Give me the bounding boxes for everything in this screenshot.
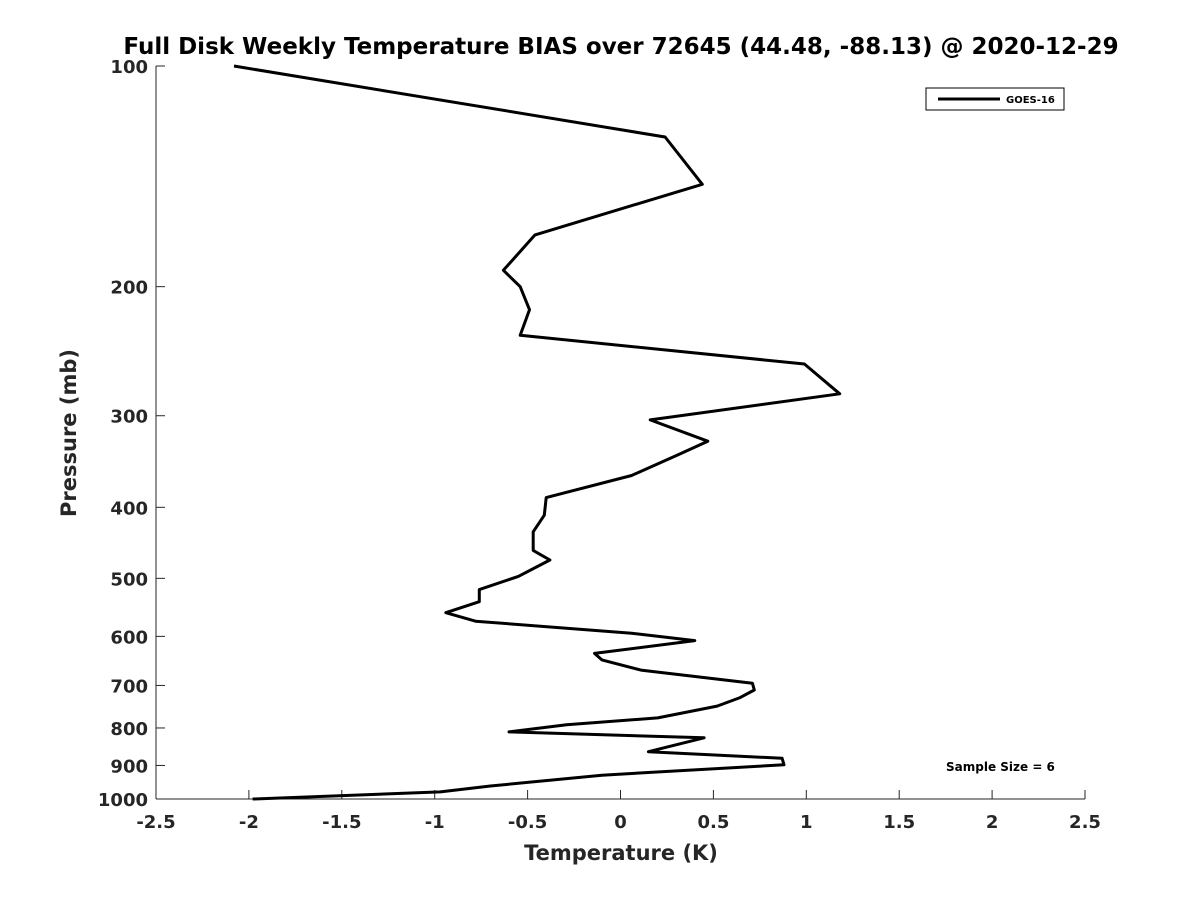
x-axis-ticks: -2.5 -2 -1.5 -1 -0.5 0 0.5 1 1.5 2 2.5 bbox=[136, 790, 1101, 833]
chart-title: Full Disk Weekly Temperature BIAS over 7… bbox=[123, 34, 1118, 60]
x-tick-label: 2.5 bbox=[1069, 812, 1101, 833]
legend-entry-goes16: GOES-16 bbox=[1006, 95, 1055, 106]
x-tick-label: 1.5 bbox=[883, 812, 915, 833]
y-tick-label: 1000 bbox=[98, 790, 148, 811]
x-tick-label: 0.5 bbox=[697, 812, 729, 833]
x-tick-label: -1.5 bbox=[322, 812, 361, 833]
y-tick-label: 500 bbox=[110, 569, 148, 590]
x-tick-label: -0.5 bbox=[508, 812, 547, 833]
y-tick-label: 100 bbox=[110, 57, 148, 78]
y-tick-label: 300 bbox=[110, 407, 148, 428]
x-tick-label: 1 bbox=[800, 812, 813, 833]
y-tick-label: 400 bbox=[110, 498, 148, 519]
y-tick-label: 900 bbox=[110, 756, 148, 777]
y-tick-label: 600 bbox=[110, 627, 148, 648]
x-tick-label: -2 bbox=[239, 812, 259, 833]
series-line-goes16 bbox=[233, 64, 842, 801]
x-axis-label: Temperature (K) bbox=[524, 841, 718, 865]
sample-size-annotation: Sample Size = 6 bbox=[946, 760, 1055, 774]
y-tick-label: 700 bbox=[110, 676, 148, 697]
x-tick-label: 0 bbox=[614, 812, 627, 833]
y-axis-ticks: 100 200 300 400 500 600 700 800 900 1000 bbox=[98, 57, 165, 811]
x-tick-label: -1 bbox=[425, 812, 445, 833]
y-tick-label: 200 bbox=[110, 278, 148, 299]
y-tick-label: 800 bbox=[110, 719, 148, 740]
x-tick-label: -2.5 bbox=[136, 812, 175, 833]
y-axis-label: Pressure (mb) bbox=[57, 349, 81, 517]
legend: GOES-16 bbox=[925, 87, 1065, 111]
x-tick-label: 2 bbox=[986, 812, 999, 833]
